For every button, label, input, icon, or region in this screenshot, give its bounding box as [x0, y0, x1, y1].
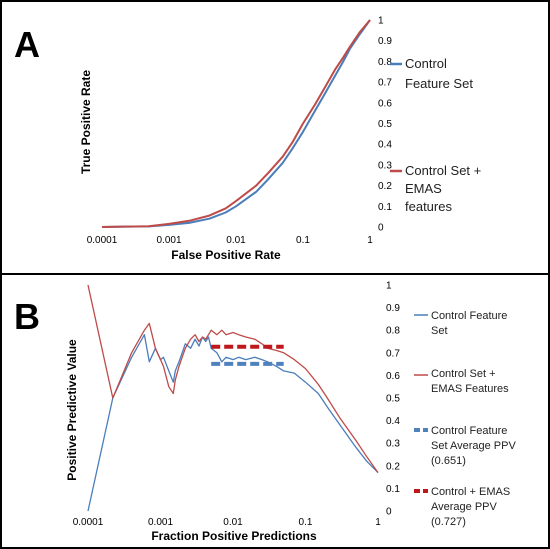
panel-b-legend-control-avg-line3: (0.651): [431, 455, 466, 467]
panel-b-x-tick-label: 1: [375, 517, 381, 528]
panel-b-y-tick-label: 0.8: [386, 326, 400, 337]
panel-b-y-tick-label: 0.6: [386, 371, 400, 382]
panel-a-series: [101, 19, 371, 228]
panel-b-ylabel: Positive Predictive Value: [65, 339, 79, 481]
panel-a-y-tick-label: 0.4: [378, 140, 392, 151]
panel-b-legend-emas-avg-line3: (0.727): [431, 516, 466, 528]
panel-b-legend: Control Feature Set Control Set + EMAS F…: [414, 310, 516, 528]
panel-a-x-ticks: 0.0001 0.001 0.01 0.1 1: [87, 235, 374, 246]
panel-b-xlabel: Fraction Positive Predictions: [151, 529, 317, 543]
panel-b-legend-emas-line1: Control Set +: [431, 368, 496, 380]
panel-b-y-tick-label: 0: [386, 507, 392, 518]
panel-a-legend-control-line2: Feature Set: [405, 76, 473, 91]
panel-a: A False Positive Rate True Positive Rate…: [14, 16, 481, 263]
panel-a-x-tick-label: 0.01: [226, 235, 246, 246]
panel-b-series: [87, 284, 379, 512]
panel-b-y-tick-label: 0.1: [386, 484, 400, 495]
panel-a-y-tick-label: 0.9: [378, 36, 392, 47]
panel-b-x-tick-label: 0.001: [148, 517, 173, 528]
panel-a-x-tick-label: 1: [367, 235, 373, 246]
panel-a-y-tick-label: 0.2: [378, 181, 392, 192]
panel-b-legend-control-avg-line2: Set Average PPV: [431, 440, 516, 452]
panel-b-y-tick-label: 0.7: [386, 348, 400, 359]
panel-b-legend-emas-avg-line1: Control + EMAS: [431, 486, 510, 498]
panel-a-y-ticks: 0 0.1 0.2 0.3 0.4 0.5 0.6 0.7 0.8 0.9 1: [378, 16, 392, 234]
panel-a-xlabel: False Positive Rate: [171, 248, 281, 262]
panel-b-legend-control-line1: Control Feature: [431, 310, 507, 322]
panel-b-x-tick-label: 0.1: [299, 517, 313, 528]
panel-b-y-tick-label: 0.5: [386, 394, 400, 405]
panel-a-legend-emas-line1: Control Set +: [405, 163, 481, 178]
panel-b-legend-control-avg-line1: Control Feature: [431, 425, 507, 437]
panel-a-y-tick-label: 0.7: [378, 78, 392, 89]
panel-a-y-tick-label: 0.6: [378, 98, 392, 109]
panel-a-legend-emas-line2: EMAS: [405, 181, 442, 196]
panel-a-y-tick-label: 0.5: [378, 119, 392, 130]
panel-a-legend-control-line1: Control: [405, 56, 447, 71]
panel-a-label: A: [14, 24, 40, 65]
panel-a-y-tick-label: 0.3: [378, 160, 392, 171]
panel-b-series-line-1: [87, 284, 379, 473]
panel-b-legend-control-line2: Set: [431, 325, 448, 337]
panel-a-ylabel: True Positive Rate: [79, 70, 93, 174]
panel-a-series-line-1: [101, 19, 371, 228]
panel-a-x-tick-label: 0.1: [296, 235, 310, 246]
panel-b-x-tick-label: 0.0001: [73, 517, 104, 528]
panel-b-y-tick-label: 0.3: [386, 439, 400, 450]
panel-a-x-tick-label: 0.001: [156, 235, 181, 246]
panel-b-y-tick-label: 1: [386, 281, 392, 292]
panel-b-legend-emas-line2: EMAS Features: [431, 383, 509, 395]
panel-b-y-ticks: 0 0.1 0.2 0.3 0.4 0.5 0.6 0.7 0.8 0.9 1: [386, 281, 400, 518]
panel-a-y-tick-label: 0: [378, 223, 384, 234]
panel-a-y-tick-label: 0.8: [378, 57, 392, 68]
panel-b-x-tick-label: 0.01: [223, 517, 243, 528]
panel-a-y-tick-label: 1: [378, 16, 384, 27]
panel-b-y-tick-label: 0.9: [386, 303, 400, 314]
panel-b-y-tick-label: 0.2: [386, 461, 400, 472]
panel-a-x-tick-label: 0.0001: [87, 235, 118, 246]
panel-a-y-tick-label: 0.1: [378, 202, 392, 213]
panel-b-legend-emas-avg-line2: Average PPV: [431, 501, 498, 513]
panel-b-y-tick-label: 0.4: [386, 416, 400, 427]
panel-a-legend-emas-line3: features: [405, 199, 452, 214]
panel-b-x-ticks: 0.0001 0.001 0.01 0.1 1: [73, 517, 382, 528]
panel-a-series-line-0: [101, 19, 371, 228]
panel-a-legend: Control Feature Set Control Set + EMAS f…: [390, 56, 481, 214]
panel-b: B Fraction Positive Predictions Positive…: [14, 281, 516, 544]
panel-b-label: B: [14, 296, 40, 337]
